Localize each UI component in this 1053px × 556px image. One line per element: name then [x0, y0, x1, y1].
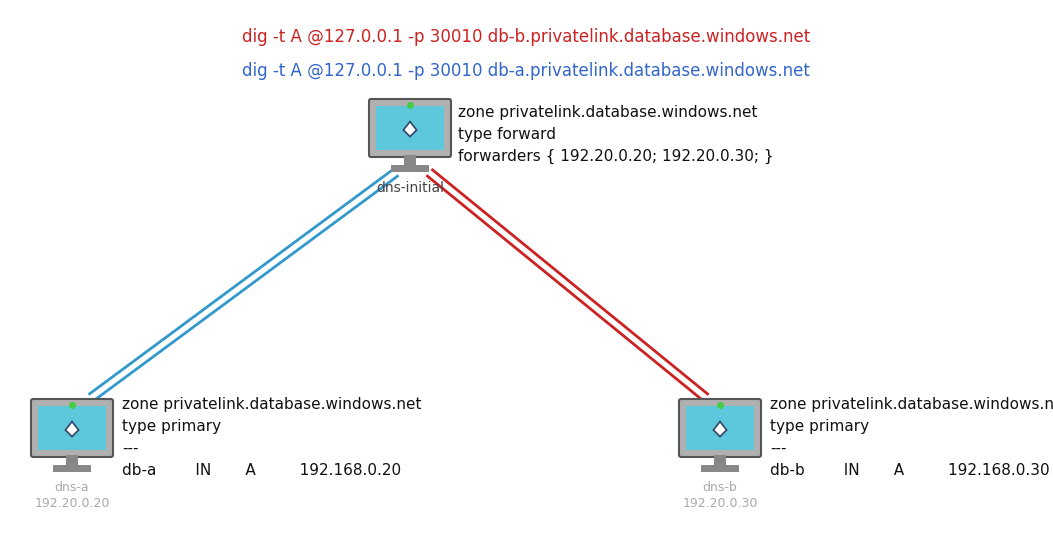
Text: zone privatelink.database.windows.net: zone privatelink.database.windows.net: [458, 105, 757, 120]
FancyBboxPatch shape: [31, 399, 113, 457]
Text: 192.20.0.20: 192.20.0.20: [35, 497, 110, 510]
Text: dns-initial: dns-initial: [376, 181, 444, 195]
Polygon shape: [65, 421, 79, 436]
Text: type primary: type primary: [122, 419, 221, 434]
Polygon shape: [403, 122, 417, 137]
Text: type forward: type forward: [458, 127, 556, 142]
Text: dns-b: dns-b: [702, 481, 737, 494]
Text: ---: ---: [122, 441, 139, 456]
Text: dig -t A @127.0.0.1 -p 30010 db-b.privatelink.database.windows.net: dig -t A @127.0.0.1 -p 30010 db-b.privat…: [242, 28, 810, 46]
Bar: [376, 106, 444, 150]
Text: zone privatelink.database.windows.net: zone privatelink.database.windows.net: [770, 397, 1053, 412]
Text: zone privatelink.database.windows.net: zone privatelink.database.windows.net: [122, 397, 421, 412]
Text: db-b        IN       A         192.168.0.30: db-b IN A 192.168.0.30: [770, 463, 1050, 478]
Text: 192.20.0.30: 192.20.0.30: [682, 497, 758, 510]
Bar: [66, 455, 78, 465]
Text: forwarders { 192.20.0.20; 192.20.0.30; }: forwarders { 192.20.0.20; 192.20.0.30; }: [458, 149, 774, 164]
Bar: [38, 406, 106, 450]
FancyBboxPatch shape: [679, 399, 761, 457]
Bar: [686, 406, 754, 450]
Bar: [53, 465, 91, 472]
Polygon shape: [713, 421, 727, 436]
Bar: [404, 155, 416, 165]
Bar: [391, 165, 429, 172]
Text: dns-a: dns-a: [55, 481, 90, 494]
Bar: [714, 455, 726, 465]
Text: ---: ---: [770, 441, 787, 456]
Bar: [701, 465, 739, 472]
Text: db-a        IN       A         192.168.0.20: db-a IN A 192.168.0.20: [122, 463, 401, 478]
FancyBboxPatch shape: [369, 99, 451, 157]
Text: dig -t A @127.0.0.1 -p 30010 db-a.privatelink.database.windows.net: dig -t A @127.0.0.1 -p 30010 db-a.privat…: [242, 62, 810, 80]
Text: type primary: type primary: [770, 419, 869, 434]
